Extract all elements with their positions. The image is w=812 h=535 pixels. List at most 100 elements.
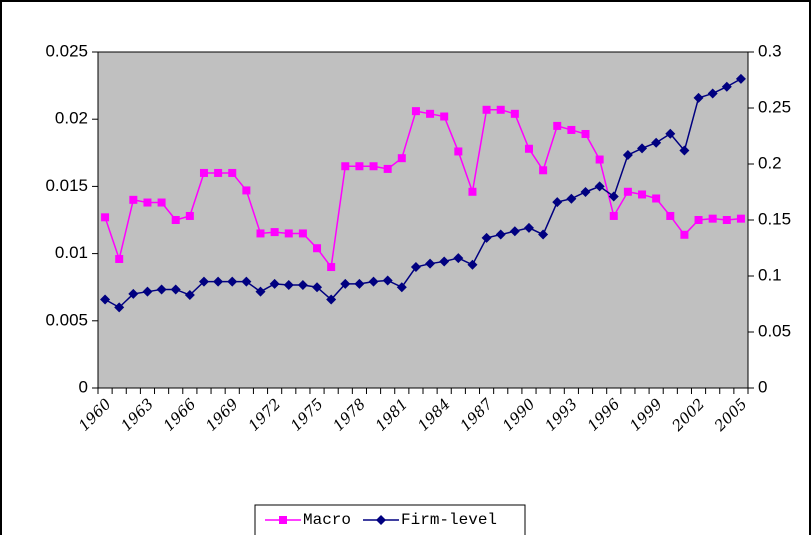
point <box>283 279 294 290</box>
point <box>297 279 308 290</box>
point <box>665 128 676 139</box>
point <box>481 232 492 243</box>
point <box>129 195 138 204</box>
series-line <box>104 78 742 309</box>
point <box>736 214 745 223</box>
point <box>270 228 279 237</box>
point <box>722 216 731 224</box>
point <box>410 262 421 273</box>
y2-tick-label: 0.2 <box>758 153 782 172</box>
point <box>156 284 167 295</box>
point <box>425 258 436 269</box>
point <box>524 144 533 153</box>
point <box>198 276 209 287</box>
point <box>454 147 463 156</box>
point <box>721 81 732 92</box>
point <box>552 197 563 208</box>
point <box>214 168 223 177</box>
point <box>539 166 548 175</box>
plot-area <box>97 51 749 389</box>
point <box>312 282 323 293</box>
point <box>279 516 287 524</box>
point <box>368 276 379 287</box>
point <box>341 162 350 171</box>
point <box>354 278 365 289</box>
point <box>666 211 675 220</box>
point <box>396 282 407 293</box>
point <box>637 143 648 154</box>
point <box>707 88 718 99</box>
point <box>213 276 224 287</box>
point <box>567 125 576 134</box>
point <box>143 198 152 207</box>
point <box>114 302 125 313</box>
point <box>439 256 450 267</box>
legend-label: Macro <box>303 511 351 529</box>
point <box>284 229 293 238</box>
point <box>426 109 435 118</box>
point <box>369 162 378 171</box>
point <box>228 168 237 177</box>
point <box>199 168 208 177</box>
point <box>227 276 238 287</box>
y2-tick-label: 0.05 <box>758 321 791 340</box>
point <box>608 191 619 202</box>
legend-label: Firm-level <box>401 511 497 529</box>
point <box>142 286 153 297</box>
point <box>185 211 194 220</box>
point <box>553 121 562 130</box>
point <box>509 226 520 237</box>
point <box>594 181 605 192</box>
series-line <box>104 109 742 269</box>
point <box>340 278 351 289</box>
point <box>100 294 111 305</box>
point <box>708 214 717 223</box>
point <box>523 222 534 233</box>
point <box>538 229 549 240</box>
y-tick-label: 0.015 <box>45 176 88 195</box>
y2-tick-label: 0 <box>758 377 767 396</box>
point <box>693 92 704 103</box>
point <box>326 294 337 305</box>
y-tick-label: 0.005 <box>45 310 88 329</box>
point <box>383 164 392 173</box>
point <box>468 187 477 196</box>
point <box>256 229 265 238</box>
point <box>580 187 591 197</box>
point <box>735 73 746 84</box>
point <box>694 216 703 224</box>
point <box>680 230 689 239</box>
point <box>467 259 478 270</box>
y-tick-label: 0.01 <box>55 243 88 262</box>
point <box>298 229 307 238</box>
point <box>411 107 420 116</box>
point <box>184 290 195 301</box>
point <box>376 515 387 525</box>
point <box>496 105 505 114</box>
point <box>453 253 464 264</box>
point <box>482 105 491 114</box>
y2-tick-label: 0.15 <box>758 209 791 228</box>
point <box>382 275 393 286</box>
y2-tick-label: 0.3 <box>758 41 782 60</box>
point <box>622 150 633 161</box>
y2-tick-label: 0.1 <box>758 265 782 284</box>
point <box>313 244 322 253</box>
point <box>510 109 519 118</box>
point <box>440 112 449 121</box>
point <box>115 254 124 263</box>
y-tick-label: 0 <box>79 377 88 396</box>
point <box>327 263 336 272</box>
point <box>101 213 110 222</box>
point <box>269 278 280 289</box>
point <box>128 288 139 299</box>
point <box>255 286 266 297</box>
point <box>495 229 506 240</box>
point <box>595 155 604 164</box>
point <box>609 211 618 220</box>
point <box>241 276 252 287</box>
point <box>679 145 690 156</box>
y-tick-label: 0.025 <box>45 41 88 60</box>
point <box>171 216 180 224</box>
